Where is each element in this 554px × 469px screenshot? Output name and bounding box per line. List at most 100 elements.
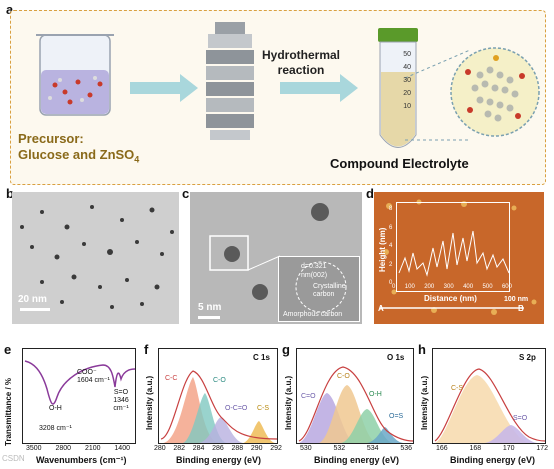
xps-s2p-xlabel: Binding energy (eV) bbox=[450, 455, 536, 465]
xps-c1s-ylabel: Intensity (a.u.) bbox=[145, 375, 154, 430]
hrtem-inset: d=0.321 nm(002) Crystalline carbon Amorp… bbox=[278, 256, 360, 322]
ftir-ann-so: S=O 1346 cm⁻¹ bbox=[107, 389, 135, 413]
xps-s2p-xtick: 166 bbox=[436, 445, 448, 452]
ftir-xticks: 3500 2800 2100 1400 bbox=[26, 445, 130, 452]
tem-particles-c bbox=[209, 203, 329, 300]
xps-o1s-peak: C-O bbox=[337, 373, 350, 380]
ftir-ann-coo: COO⁻ 1604 cm⁻¹ bbox=[77, 369, 110, 385]
afm-xtick: 0 bbox=[392, 284, 396, 290]
xps-c1s-xtick: 292 bbox=[270, 445, 282, 452]
ftir-xtick: 3500 bbox=[26, 445, 42, 452]
hydrothermal-label: Hydrothermal reaction bbox=[262, 48, 340, 78]
xps-c1s-peak: O-C=O bbox=[225, 405, 248, 412]
scale-text-b: 20 nm bbox=[18, 294, 47, 305]
afm-xtick: 300 bbox=[443, 284, 454, 290]
xps-c1s-peak: C-C bbox=[165, 375, 178, 382]
tube-tick: 40 bbox=[403, 64, 411, 71]
xps-s2p-peak: C-S bbox=[451, 385, 464, 392]
molecule-dots-icon bbox=[48, 76, 103, 105]
xps-s2p-ylabel: Intensity (a.u.) bbox=[420, 375, 429, 430]
tem-particles-b bbox=[20, 205, 174, 309]
panel-a-label: a bbox=[6, 2, 14, 17]
inset-lattice: d=0.321 bbox=[301, 263, 327, 270]
ftir-plot: O-H 3208 cm⁻¹ COO⁻ 1604 cm⁻¹ S=O 1346 cm… bbox=[22, 348, 136, 444]
tube-tick: 20 bbox=[403, 90, 411, 97]
xps-s2p-peak: S=O bbox=[513, 415, 528, 422]
afm-ytick: 0 bbox=[389, 280, 393, 286]
afm-ytick: 8 bbox=[389, 206, 393, 212]
xps-o1s-peak: O=S bbox=[389, 413, 404, 420]
panel-b-label: b bbox=[6, 186, 14, 201]
afm-xtick: 100 bbox=[404, 284, 415, 290]
xps-s2p-title: S 2p bbox=[519, 353, 536, 362]
xps-c1s-xtick: 284 bbox=[192, 445, 205, 452]
afm-ytick: 6 bbox=[389, 224, 393, 231]
xps-o1s-curves bbox=[298, 366, 414, 443]
inset-cryst: Crystalline carbon bbox=[313, 283, 346, 298]
xps-o1s-peak: O-H bbox=[369, 391, 382, 398]
afm-image: Height (nm) Distance (nm) 0 100 200 300 … bbox=[374, 192, 544, 324]
panel-g-label: g bbox=[282, 342, 290, 357]
afm-xtick: 400 bbox=[463, 284, 474, 290]
ftir-ann-so-1: S=O bbox=[113, 389, 129, 396]
hydro-line2: reaction bbox=[277, 63, 325, 77]
xps-o1s-xtick: 530 bbox=[300, 445, 312, 452]
ftir-ann-coo-2: 1604 cm⁻¹ bbox=[77, 377, 110, 384]
afm-texture bbox=[380, 199, 537, 315]
afm-xtick: 600 bbox=[501, 284, 512, 290]
afm-marker-b: B bbox=[518, 304, 524, 313]
test-tube-icon bbox=[378, 28, 418, 148]
scale-bar-b bbox=[20, 308, 50, 311]
afm-profile-inset bbox=[396, 202, 510, 292]
ftir-ann-oh-2: 3208 cm⁻¹ bbox=[39, 425, 72, 432]
afm-marker-a: A bbox=[378, 304, 384, 313]
ftir-ann-oh-1: O-H bbox=[49, 405, 62, 412]
xps-o1s-xtick: 534 bbox=[366, 445, 379, 452]
tube-ticks: 50 40 30 20 10 bbox=[391, 48, 411, 113]
afm-ytick: 2 bbox=[389, 261, 393, 268]
xps-o1s-xlabel: Binding energy (eV) bbox=[314, 455, 400, 465]
xps-s2p-curves bbox=[434, 368, 546, 443]
xps-c1s-xtick: 286 bbox=[212, 445, 224, 452]
xps-o1s-title: O 1s bbox=[387, 353, 405, 362]
hydro-line1: Hydrothermal bbox=[262, 48, 341, 62]
panel-e-label: e bbox=[4, 342, 12, 357]
afm-xticks: 0 100 200 300 400 500 600 bbox=[392, 284, 512, 290]
xps-s2p-xtick: 168 bbox=[469, 445, 482, 452]
xps-c1s-xtick: 282 bbox=[173, 445, 186, 452]
xps-o1s-plot: O 1s C=O C-O O-H O=S bbox=[296, 348, 414, 444]
product-label: Compound Electrolyte bbox=[330, 156, 469, 171]
ftir-ylabel: Transmittance / % bbox=[4, 377, 13, 446]
ftir-xlabel: Wavenumbers (cm⁻¹) bbox=[36, 455, 127, 465]
xps-s2p-xtick: 170 bbox=[502, 445, 515, 452]
xps-o1s-xtick: 532 bbox=[333, 445, 346, 452]
afm-ytick: 4 bbox=[389, 243, 393, 249]
afm-xtick: 200 bbox=[424, 284, 435, 290]
xps-s2p-xticks: 166 168 170 172 bbox=[436, 445, 548, 452]
tube-tick: 50 bbox=[403, 51, 411, 58]
ftir-xtick: 1400 bbox=[114, 445, 130, 452]
xps-s2p-plot: S 2p C-S S=O bbox=[432, 348, 546, 444]
watermark: CSDN bbox=[2, 454, 25, 463]
precursor-title: Precursor: bbox=[18, 131, 84, 146]
xps-c1s-peak: C-O bbox=[213, 377, 226, 384]
xps-o1s-ylabel: Intensity (a.u.) bbox=[284, 375, 293, 430]
xps-c1s-peak: C-S bbox=[257, 405, 270, 412]
beaker-icon bbox=[36, 34, 114, 116]
inset-unit: nm(002) bbox=[301, 272, 328, 279]
afm-ylabel: Height (nm) bbox=[378, 227, 387, 272]
carbon-dot-zoom-icon bbox=[450, 47, 540, 137]
arrow-2-icon bbox=[280, 74, 358, 102]
xps-o1s-xtick: 536 bbox=[400, 445, 412, 452]
arrow-1-icon bbox=[130, 74, 198, 102]
xps-c1s-xticks: 280 282 284 286 288 290 292 bbox=[154, 445, 282, 452]
xps-c1s-curves bbox=[160, 370, 278, 443]
xps-c1s-xlabel: Binding energy (eV) bbox=[176, 455, 262, 465]
precursor-sub: Glucose and ZnSO bbox=[18, 147, 135, 162]
ftir-ann-oh: O-H 3208 cm⁻¹ bbox=[39, 405, 72, 433]
ftir-xtick: 2100 bbox=[84, 445, 101, 452]
panel-c-label: c bbox=[182, 186, 190, 201]
afm-xlabel: Distance (nm) bbox=[424, 294, 477, 303]
precursor-label: Precursor: Glucose and ZnSO4 bbox=[18, 131, 139, 168]
afm-xtick: 500 bbox=[482, 284, 493, 290]
